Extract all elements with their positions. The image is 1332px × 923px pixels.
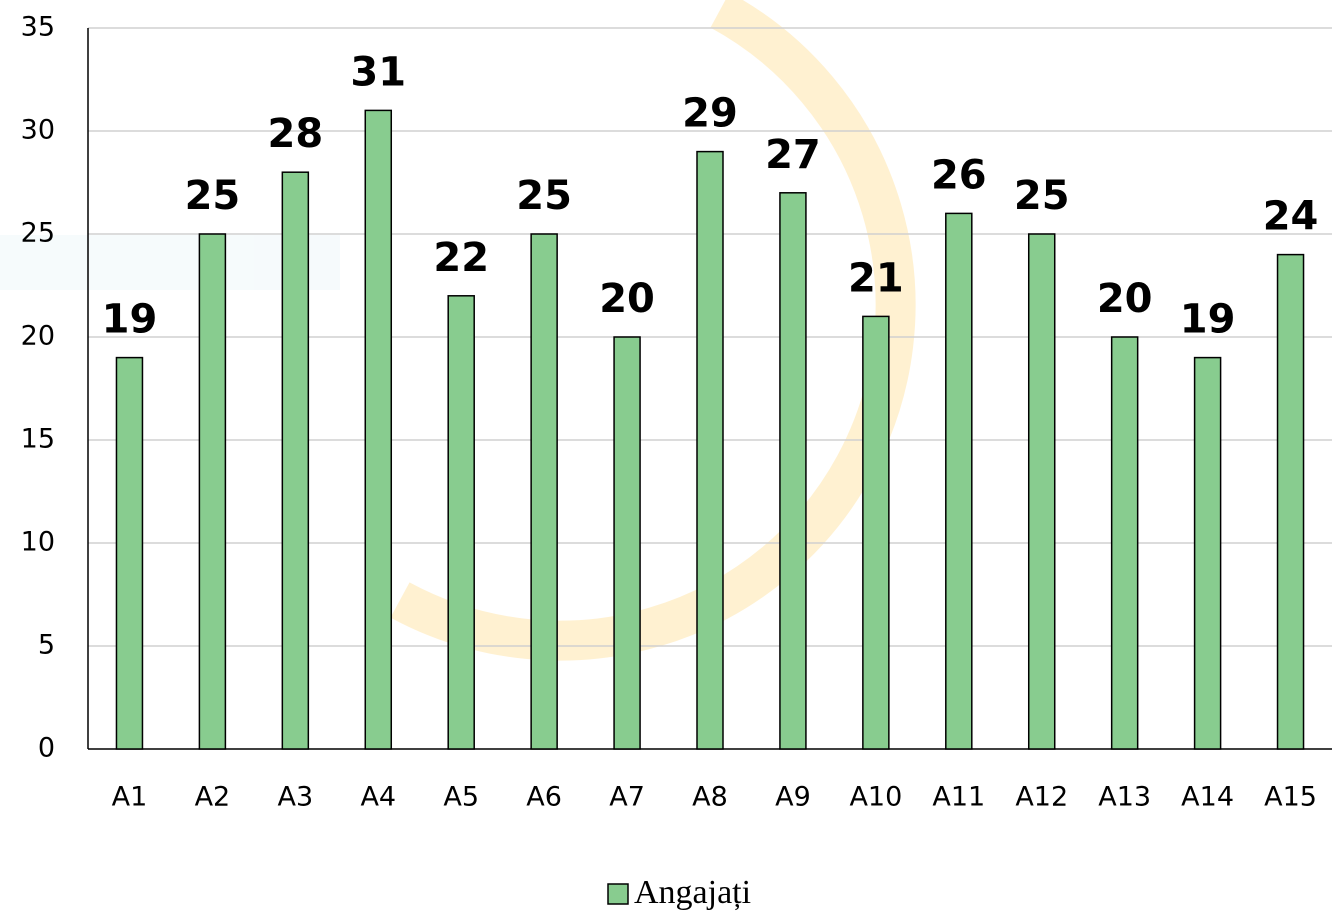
- x-tick-label: A6: [526, 782, 562, 813]
- y-tick-label: 20: [21, 321, 55, 352]
- y-tick-label: 10: [21, 527, 55, 558]
- y-tick-label: 25: [21, 218, 55, 249]
- y-tick-label: 35: [21, 12, 55, 43]
- data-label: 22: [433, 235, 489, 281]
- data-label: 21: [848, 255, 904, 301]
- bar: [1276, 253, 1305, 750]
- data-label: 26: [931, 152, 987, 198]
- data-label: 19: [102, 297, 158, 343]
- y-tick-label: 5: [38, 630, 55, 661]
- y-tick-label: 0: [38, 733, 55, 764]
- data-label: 20: [599, 276, 655, 322]
- x-tick-label: A7: [609, 782, 645, 813]
- data-label: 19: [1180, 297, 1236, 343]
- bar: [696, 150, 724, 750]
- bar: [862, 315, 890, 750]
- y-tick-label: 15: [21, 424, 55, 455]
- x-tick-label: A4: [360, 782, 396, 813]
- bar: [530, 233, 558, 750]
- bar: [1027, 233, 1056, 750]
- bar: [115, 356, 144, 750]
- data-label: 27: [765, 132, 821, 178]
- x-tick-label: A8: [692, 782, 728, 813]
- bar: [364, 109, 393, 750]
- x-tick-label: A14: [1181, 782, 1234, 813]
- y-tick-label: 30: [21, 115, 55, 146]
- x-tick-label: A2: [195, 782, 231, 813]
- x-tick-label: A5: [443, 782, 479, 813]
- x-tick-label: A11: [932, 782, 985, 813]
- x-tick-label: A1: [112, 782, 148, 813]
- bar: [779, 192, 807, 750]
- data-label: 25: [1014, 173, 1070, 219]
- bar: [945, 212, 973, 750]
- x-tick-label: A12: [1015, 782, 1068, 813]
- data-label: 25: [516, 173, 572, 219]
- data-label: 28: [267, 111, 323, 157]
- bar: [198, 233, 227, 750]
- x-tick-label: A13: [1098, 782, 1151, 813]
- x-tick-label: A15: [1264, 782, 1317, 813]
- bar: [281, 171, 310, 750]
- bar: [1193, 356, 1222, 750]
- bar: [613, 336, 641, 750]
- legend-swatch: [607, 883, 629, 905]
- bar: [1110, 336, 1139, 750]
- data-label: 24: [1263, 194, 1319, 240]
- data-label: 31: [350, 49, 406, 95]
- bar: [447, 295, 475, 750]
- x-tick-label: A10: [849, 782, 902, 813]
- data-label: 29: [682, 91, 738, 137]
- x-tick-label: A9: [775, 782, 811, 813]
- data-label: 20: [1097, 276, 1153, 322]
- legend-label: Angajați: [634, 874, 751, 911]
- x-tick-label: A3: [278, 782, 314, 813]
- data-label: 25: [185, 173, 241, 219]
